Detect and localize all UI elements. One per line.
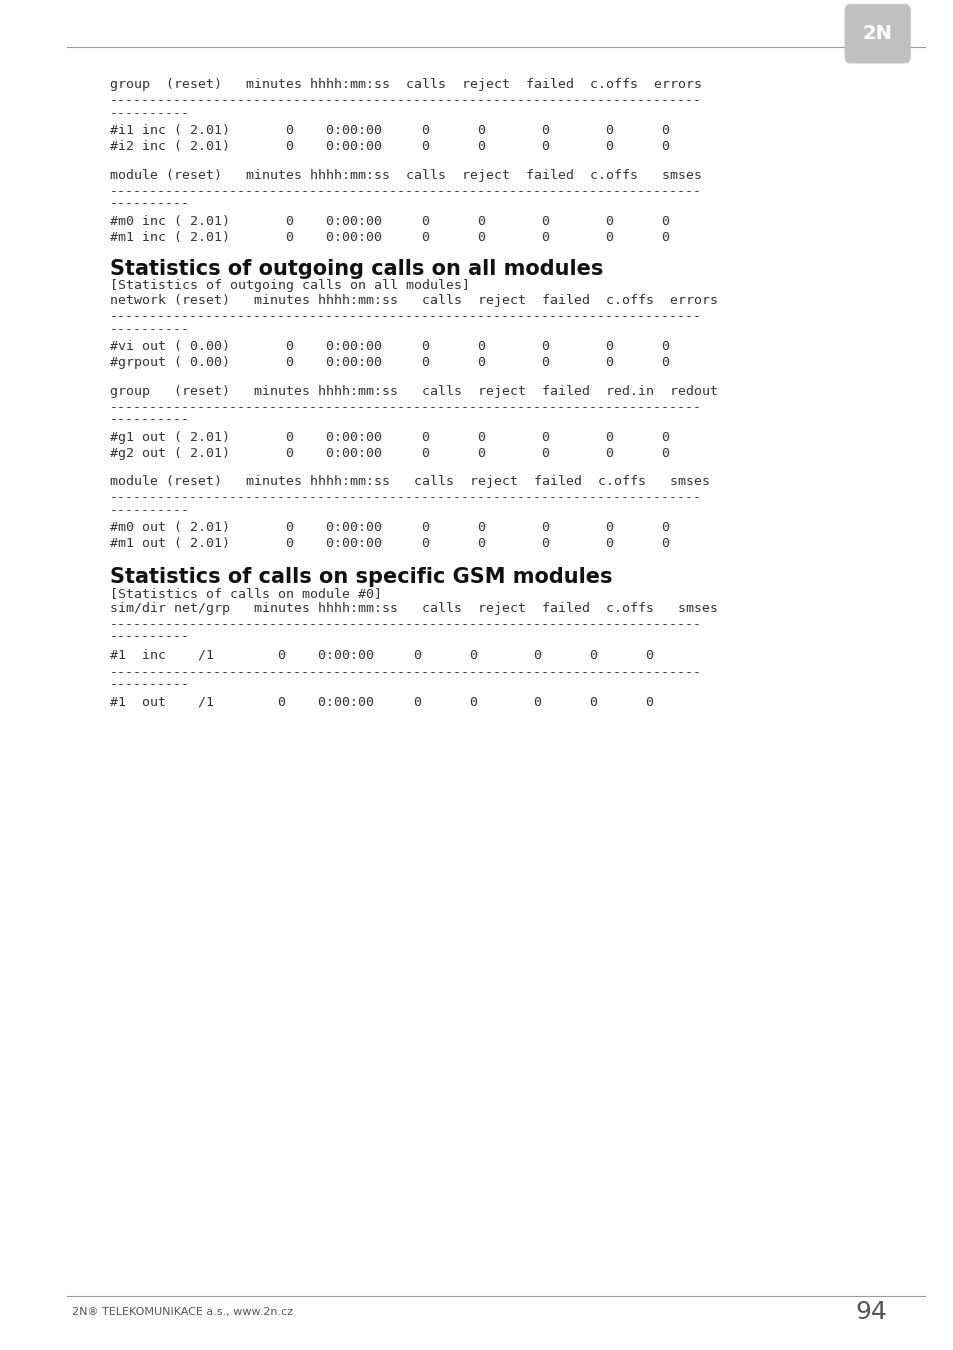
Text: #i1 inc ( 2.01)       0    0:00:00     0      0       0       0      0: #i1 inc ( 2.01) 0 0:00:00 0 0 0 0 0 bbox=[110, 124, 669, 138]
Text: #g2 out ( 2.01)       0    0:00:00     0      0       0       0      0: #g2 out ( 2.01) 0 0:00:00 0 0 0 0 0 bbox=[110, 447, 669, 460]
Text: --------------------------------------------------------------------------: ----------------------------------------… bbox=[110, 491, 701, 505]
Text: #g1 out ( 2.01)       0    0:00:00     0      0       0       0      0: #g1 out ( 2.01) 0 0:00:00 0 0 0 0 0 bbox=[110, 431, 669, 444]
Text: #m1 out ( 2.01)       0    0:00:00     0      0       0       0      0: #m1 out ( 2.01) 0 0:00:00 0 0 0 0 0 bbox=[110, 537, 669, 551]
Text: #vi out ( 0.00)       0    0:00:00     0      0       0       0      0: #vi out ( 0.00) 0 0:00:00 0 0 0 0 0 bbox=[110, 340, 669, 354]
Text: #m1 inc ( 2.01)       0    0:00:00     0      0       0       0      0: #m1 inc ( 2.01) 0 0:00:00 0 0 0 0 0 bbox=[110, 231, 669, 244]
Text: --------------------------------------------------------------------------: ----------------------------------------… bbox=[110, 618, 701, 632]
Text: #1  inc    /1        0    0:00:00     0      0       0      0      0: #1 inc /1 0 0:00:00 0 0 0 0 0 bbox=[110, 648, 653, 662]
Text: group  (reset)   minutes hhhh:mm:ss  calls  reject  failed  c.offs  errors: group (reset) minutes hhhh:mm:ss calls r… bbox=[110, 78, 701, 92]
Text: ----------: ---------- bbox=[110, 504, 190, 517]
Text: #m0 out ( 2.01)       0    0:00:00     0      0       0       0      0: #m0 out ( 2.01) 0 0:00:00 0 0 0 0 0 bbox=[110, 521, 669, 535]
Text: group   (reset)   minutes hhhh:mm:ss   calls  reject  failed  red.in  redout: group (reset) minutes hhhh:mm:ss calls r… bbox=[110, 385, 717, 398]
Text: sim/dir net/grp   minutes hhhh:mm:ss   calls  reject  failed  c.offs   smses: sim/dir net/grp minutes hhhh:mm:ss calls… bbox=[110, 602, 717, 616]
Text: [Statistics of calls on module #0]: [Statistics of calls on module #0] bbox=[110, 587, 381, 601]
Text: 2N® TELEKOMUNIKACE a.s., www.2n.cz: 2N® TELEKOMUNIKACE a.s., www.2n.cz bbox=[71, 1307, 293, 1318]
Text: network (reset)   minutes hhhh:mm:ss   calls  reject  failed  c.offs  errors: network (reset) minutes hhhh:mm:ss calls… bbox=[110, 294, 717, 308]
Text: ----------: ---------- bbox=[110, 197, 190, 211]
Text: 2N: 2N bbox=[862, 24, 892, 43]
FancyBboxPatch shape bbox=[844, 4, 909, 63]
Text: ----------: ---------- bbox=[110, 323, 190, 336]
Text: ----------: ---------- bbox=[110, 630, 190, 644]
Text: Statistics of outgoing calls on all modules: Statistics of outgoing calls on all modu… bbox=[110, 259, 602, 279]
Text: #i2 inc ( 2.01)       0    0:00:00     0      0       0       0      0: #i2 inc ( 2.01) 0 0:00:00 0 0 0 0 0 bbox=[110, 140, 669, 154]
Text: [Statistics of outgoing calls on all modules]: [Statistics of outgoing calls on all mod… bbox=[110, 279, 469, 293]
Text: ----------: ---------- bbox=[110, 413, 190, 427]
Text: 94: 94 bbox=[855, 1300, 886, 1324]
Text: ----------: ---------- bbox=[110, 107, 190, 120]
Text: module (reset)   minutes hhhh:mm:ss  calls  reject  failed  c.offs   smses: module (reset) minutes hhhh:mm:ss calls … bbox=[110, 169, 701, 182]
Text: #grpout ( 0.00)       0    0:00:00     0      0       0       0      0: #grpout ( 0.00) 0 0:00:00 0 0 0 0 0 bbox=[110, 356, 669, 370]
Text: #1  out    /1        0    0:00:00     0      0       0      0      0: #1 out /1 0 0:00:00 0 0 0 0 0 bbox=[110, 695, 653, 709]
Text: ----------: ---------- bbox=[110, 678, 190, 691]
Text: --------------------------------------------------------------------------: ----------------------------------------… bbox=[110, 185, 701, 198]
Text: --------------------------------------------------------------------------: ----------------------------------------… bbox=[110, 401, 701, 414]
Text: --------------------------------------------------------------------------: ----------------------------------------… bbox=[110, 95, 701, 108]
Text: #m0 inc ( 2.01)       0    0:00:00     0      0       0       0      0: #m0 inc ( 2.01) 0 0:00:00 0 0 0 0 0 bbox=[110, 215, 669, 228]
Text: Statistics of calls on specific GSM modules: Statistics of calls on specific GSM modu… bbox=[110, 567, 612, 587]
Text: --------------------------------------------------------------------------: ----------------------------------------… bbox=[110, 666, 701, 679]
Text: --------------------------------------------------------------------------: ----------------------------------------… bbox=[110, 310, 701, 324]
Text: module (reset)   minutes hhhh:mm:ss   calls  reject  failed  c.offs   smses: module (reset) minutes hhhh:mm:ss calls … bbox=[110, 475, 709, 489]
